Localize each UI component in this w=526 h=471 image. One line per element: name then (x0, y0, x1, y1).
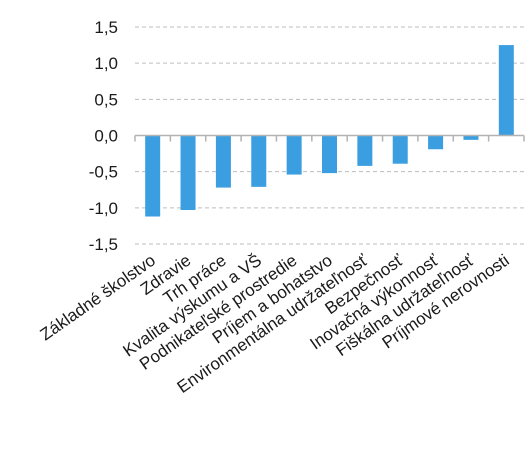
bar (322, 135, 337, 174)
y-tick-labels: 1,5 1,0 0,5 0,0 -0,5 -1,0 -1,5 (89, 18, 118, 254)
bar (180, 135, 196, 211)
y-tick-label: 1,5 (94, 18, 118, 37)
y-tick-label: -0,5 (89, 163, 118, 182)
bar (215, 135, 231, 188)
y-tick-label: 0,5 (94, 90, 118, 109)
y-tick-label: 1,0 (94, 54, 118, 73)
y-tick-label: -1,0 (89, 199, 118, 218)
bar (286, 135, 302, 175)
bar (357, 135, 373, 166)
gridlines (135, 26, 524, 245)
bar (251, 135, 267, 187)
bar (392, 135, 408, 164)
bar (145, 135, 161, 217)
bars (145, 45, 514, 217)
bar (463, 135, 479, 140)
y-tick-label: -1,5 (89, 235, 118, 254)
bar (498, 45, 514, 136)
x-axis (134, 134, 525, 142)
bar (428, 135, 444, 150)
y-tick-label: 0,0 (94, 127, 118, 146)
